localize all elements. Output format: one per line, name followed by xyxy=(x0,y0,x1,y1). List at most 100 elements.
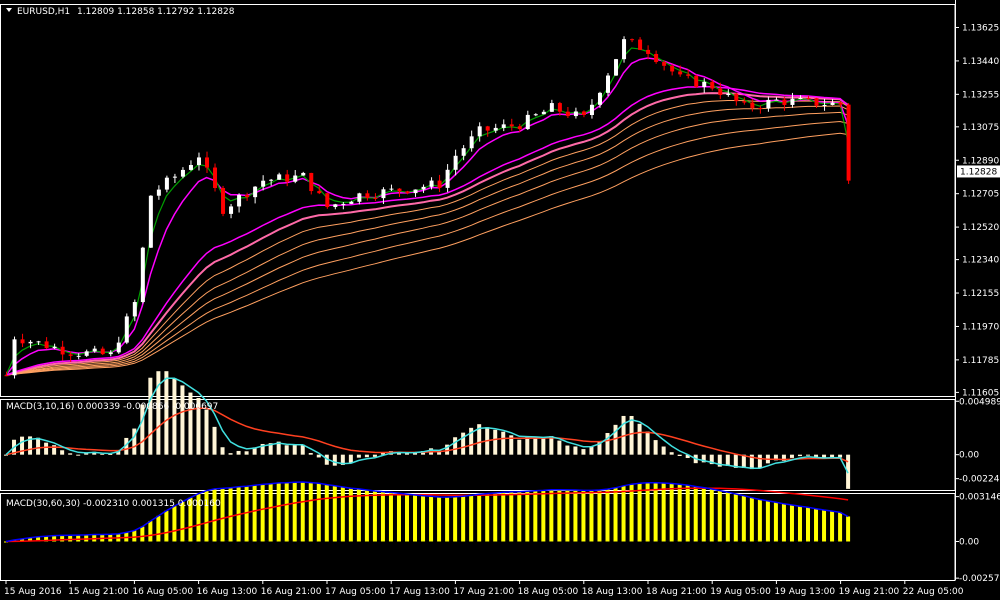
macd-slow-histogram-bar xyxy=(188,497,193,542)
bull-candle xyxy=(92,348,97,352)
bull-candle xyxy=(357,193,362,202)
macd-fast-histogram-bar xyxy=(597,441,602,455)
bull-candle xyxy=(28,341,33,344)
ema-70-line xyxy=(5,132,849,376)
bear-candle xyxy=(686,74,691,76)
bear-candle xyxy=(365,193,370,198)
macd-fast-histogram-bar xyxy=(477,424,482,455)
ema-58-line xyxy=(5,120,849,376)
bear-candle xyxy=(213,167,218,188)
bull-candle xyxy=(132,302,137,317)
bull-candle xyxy=(541,111,546,115)
bear-candle xyxy=(557,103,562,112)
macd-fast-histogram-bar xyxy=(212,426,217,455)
macd-slow-histogram-bar xyxy=(316,483,321,542)
bull-candle xyxy=(798,98,803,100)
macd-fast-histogram-bar xyxy=(132,428,137,455)
price-tick-label: 1.11970 xyxy=(962,322,999,332)
bull-candle xyxy=(606,75,610,93)
macd-slow-panel[interactable] xyxy=(4,481,851,543)
macd-fast-panel[interactable] xyxy=(4,371,851,489)
macd-slow-histogram-bar xyxy=(276,482,281,542)
macd-slow-main-line xyxy=(5,481,849,543)
macd-fast-histogram-bar xyxy=(789,454,794,458)
macd-fast-histogram-bar xyxy=(685,454,690,459)
macd-slow-histogram-bar xyxy=(140,526,145,542)
macd-slow-histogram-bar xyxy=(509,491,514,542)
macd-slow-histogram-bar xyxy=(84,534,89,542)
macd-slow-histogram-bar xyxy=(685,485,690,542)
macd-slow-histogram-bar xyxy=(677,484,682,542)
macd-slow-histogram-bar xyxy=(461,496,466,542)
time-tick-label: 19 Aug 13:00 xyxy=(774,587,835,597)
time-tick-label: 15 Aug 21:00 xyxy=(68,587,129,597)
time-tick-label: 18 Aug 05:00 xyxy=(518,587,579,597)
macd-fast-histogram-bar xyxy=(806,454,810,456)
macd-fast-histogram-bar xyxy=(773,454,778,461)
macd-slow-histogram-bar xyxy=(252,485,257,542)
dropdown-triangle-icon[interactable] xyxy=(6,8,12,12)
time-tick-label: 18 Aug 13:00 xyxy=(582,587,643,597)
bull-candle xyxy=(140,247,145,303)
macd-fast-histogram-bar xyxy=(645,431,650,455)
bull-candle xyxy=(389,188,394,190)
time-tick-label: 17 Aug 05:00 xyxy=(325,587,386,597)
macd-fast-tick-label: -0.00224 xyxy=(959,475,1000,485)
bear-candle xyxy=(221,187,226,214)
bull-candle xyxy=(774,99,779,101)
macd-slow-histogram-bar xyxy=(356,488,361,542)
macd-slow-histogram-bar xyxy=(629,484,634,542)
macd-fast-histogram-bar xyxy=(380,452,385,455)
macd-fast-histogram-bar xyxy=(830,454,835,458)
macd-fast-histogram-bar xyxy=(348,454,353,463)
macd-fast-histogram-bar xyxy=(4,454,8,456)
bear-candle xyxy=(678,71,683,75)
macd-fast-histogram-bar xyxy=(204,409,209,455)
bear-candle xyxy=(750,102,755,108)
macd-fast-histogram-bar xyxy=(757,454,762,469)
macd-slow-histogram-bar xyxy=(437,497,442,542)
bull-candle xyxy=(421,186,426,190)
bull-candle xyxy=(589,104,594,116)
bull-candle xyxy=(269,179,274,181)
macd-slow-histogram-bar xyxy=(757,499,762,542)
bull-candle xyxy=(188,165,193,170)
bull-candle xyxy=(790,98,795,105)
macd-slow-histogram-bar xyxy=(396,493,401,542)
bull-candle xyxy=(429,180,434,187)
bull-candle xyxy=(445,169,450,188)
macd-fast-label: MACD(3,10,16) 0.000339 -0.000866 -0.0006… xyxy=(6,402,218,412)
macd-slow-histogram-bar xyxy=(637,483,642,542)
bull-candle xyxy=(702,81,707,87)
macd-slow-histogram-bar xyxy=(749,497,754,542)
price-panel[interactable] xyxy=(4,36,851,379)
macd-fast-histogram-bar xyxy=(300,444,305,455)
macd-slow-histogram-bar xyxy=(268,483,273,542)
macd-slow-histogram-bar xyxy=(324,484,329,542)
macd-slow-histogram-bar xyxy=(765,500,770,542)
macd-fast-histogram-bar xyxy=(781,454,786,461)
macd-fast-histogram-bar xyxy=(68,453,73,455)
bull-candle xyxy=(341,203,346,205)
macd-slow-histogram-bar xyxy=(549,489,554,542)
bull-candle xyxy=(172,176,177,178)
ema-6-line xyxy=(5,57,849,376)
macd-fast-histogram-bar xyxy=(709,454,714,465)
macd-slow-histogram-bar xyxy=(806,507,810,542)
ema-3-line xyxy=(5,47,849,376)
macd-fast-histogram-bar xyxy=(581,449,586,455)
time-tick-label: 18 Aug 21:00 xyxy=(646,587,707,597)
time-tick-label: 17 Aug 13:00 xyxy=(389,587,450,597)
macd-slow-histogram-bar xyxy=(693,486,698,542)
bear-candle xyxy=(485,126,490,131)
bull-candle xyxy=(614,59,619,76)
macd-slow-histogram-bar xyxy=(565,489,570,542)
macd-slow-histogram-bar xyxy=(517,491,522,542)
price-tick-label: 1.12340 xyxy=(962,256,999,266)
macd-slow-tick-label: 0.00 xyxy=(959,537,979,547)
macd-slow-histogram-bar xyxy=(20,538,25,542)
macd-fast-histogram-bar xyxy=(140,404,145,455)
macd-fast-histogram-bar xyxy=(92,451,97,455)
